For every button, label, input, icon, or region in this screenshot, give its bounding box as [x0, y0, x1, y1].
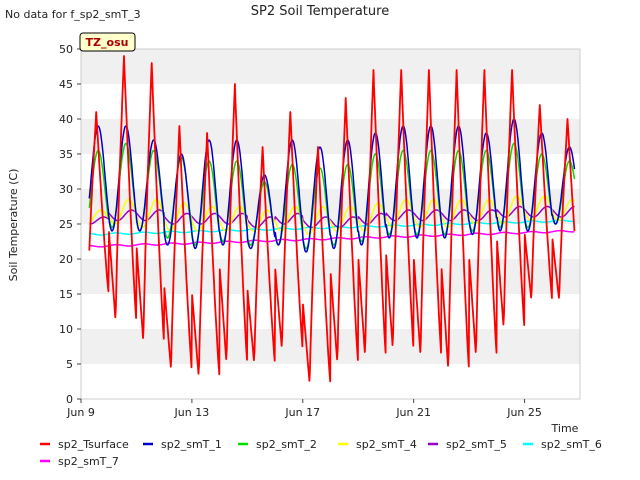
- x-tick-label: Jun 21: [395, 406, 431, 419]
- legend-label-sp2_smT_2: sp2_smT_2: [256, 438, 317, 451]
- y-tick-label: 30: [59, 183, 73, 196]
- grid-band: [81, 49, 580, 84]
- grid-band: [81, 154, 580, 189]
- legend-label-sp2_Tsurface: sp2_Tsurface: [58, 438, 129, 451]
- grid-band: [81, 119, 580, 154]
- y-tick-label: 50: [59, 43, 73, 56]
- no-data-note: No data for f_sp2_smT_3: [5, 8, 141, 21]
- legend-label-sp2_smT_5: sp2_smT_5: [446, 438, 507, 451]
- grid-band: [81, 84, 580, 119]
- x-tick-label: Jun 9: [66, 406, 95, 419]
- legend-label-sp2_smT_4: sp2_smT_4: [356, 438, 417, 451]
- y-tick-label: 25: [59, 218, 73, 231]
- series-layer: [88, 55, 576, 383]
- site-label: TZ_osu: [86, 36, 129, 49]
- x-tick-label: Jun 25: [506, 406, 542, 419]
- y-tick-label: 35: [59, 148, 73, 161]
- legend-label-sp2_smT_1: sp2_smT_1: [161, 438, 222, 451]
- y-tick-label: 0: [66, 393, 73, 406]
- legend: sp2_Tsurface sp2_smT_1 sp2_smT_2 sp2_smT_4 s…: [40, 438, 602, 468]
- series-line-sp2_Tsurface: [88, 55, 576, 383]
- legend-label-sp2_smT_6: sp2_smT_6: [541, 438, 602, 451]
- y-tick-label: 40: [59, 113, 73, 126]
- y-axis-label: Soil Temperature (C): [7, 169, 20, 282]
- series-line-sp2_smT_5: [89, 205, 575, 229]
- x-axis-label: Time: [551, 422, 579, 435]
- x-tick-label: Jun 13: [174, 406, 210, 419]
- y-tick-label: 45: [59, 78, 73, 91]
- y-tick-label: 15: [59, 288, 73, 301]
- legend-label-sp2_smT_7: sp2_smT_7: [58, 455, 119, 468]
- y-tick-label: 10: [59, 323, 73, 336]
- series-line-sp2_smT_1: [88, 118, 576, 253]
- y-tick-label: 5: [66, 358, 73, 371]
- site-label-box: TZ_osu: [79, 32, 136, 52]
- x-axis: Jun 9 Jun 13 Jun 17 Jun 21 Jun 25: [66, 399, 542, 419]
- chart-title: SP2 Soil Temperature: [251, 4, 389, 19]
- x-tick-label: Jun 17: [284, 406, 320, 419]
- y-axis: 0 5 10 15 20 25 30 35 40 45 50: [59, 43, 81, 406]
- y-tick-label: 20: [59, 253, 73, 266]
